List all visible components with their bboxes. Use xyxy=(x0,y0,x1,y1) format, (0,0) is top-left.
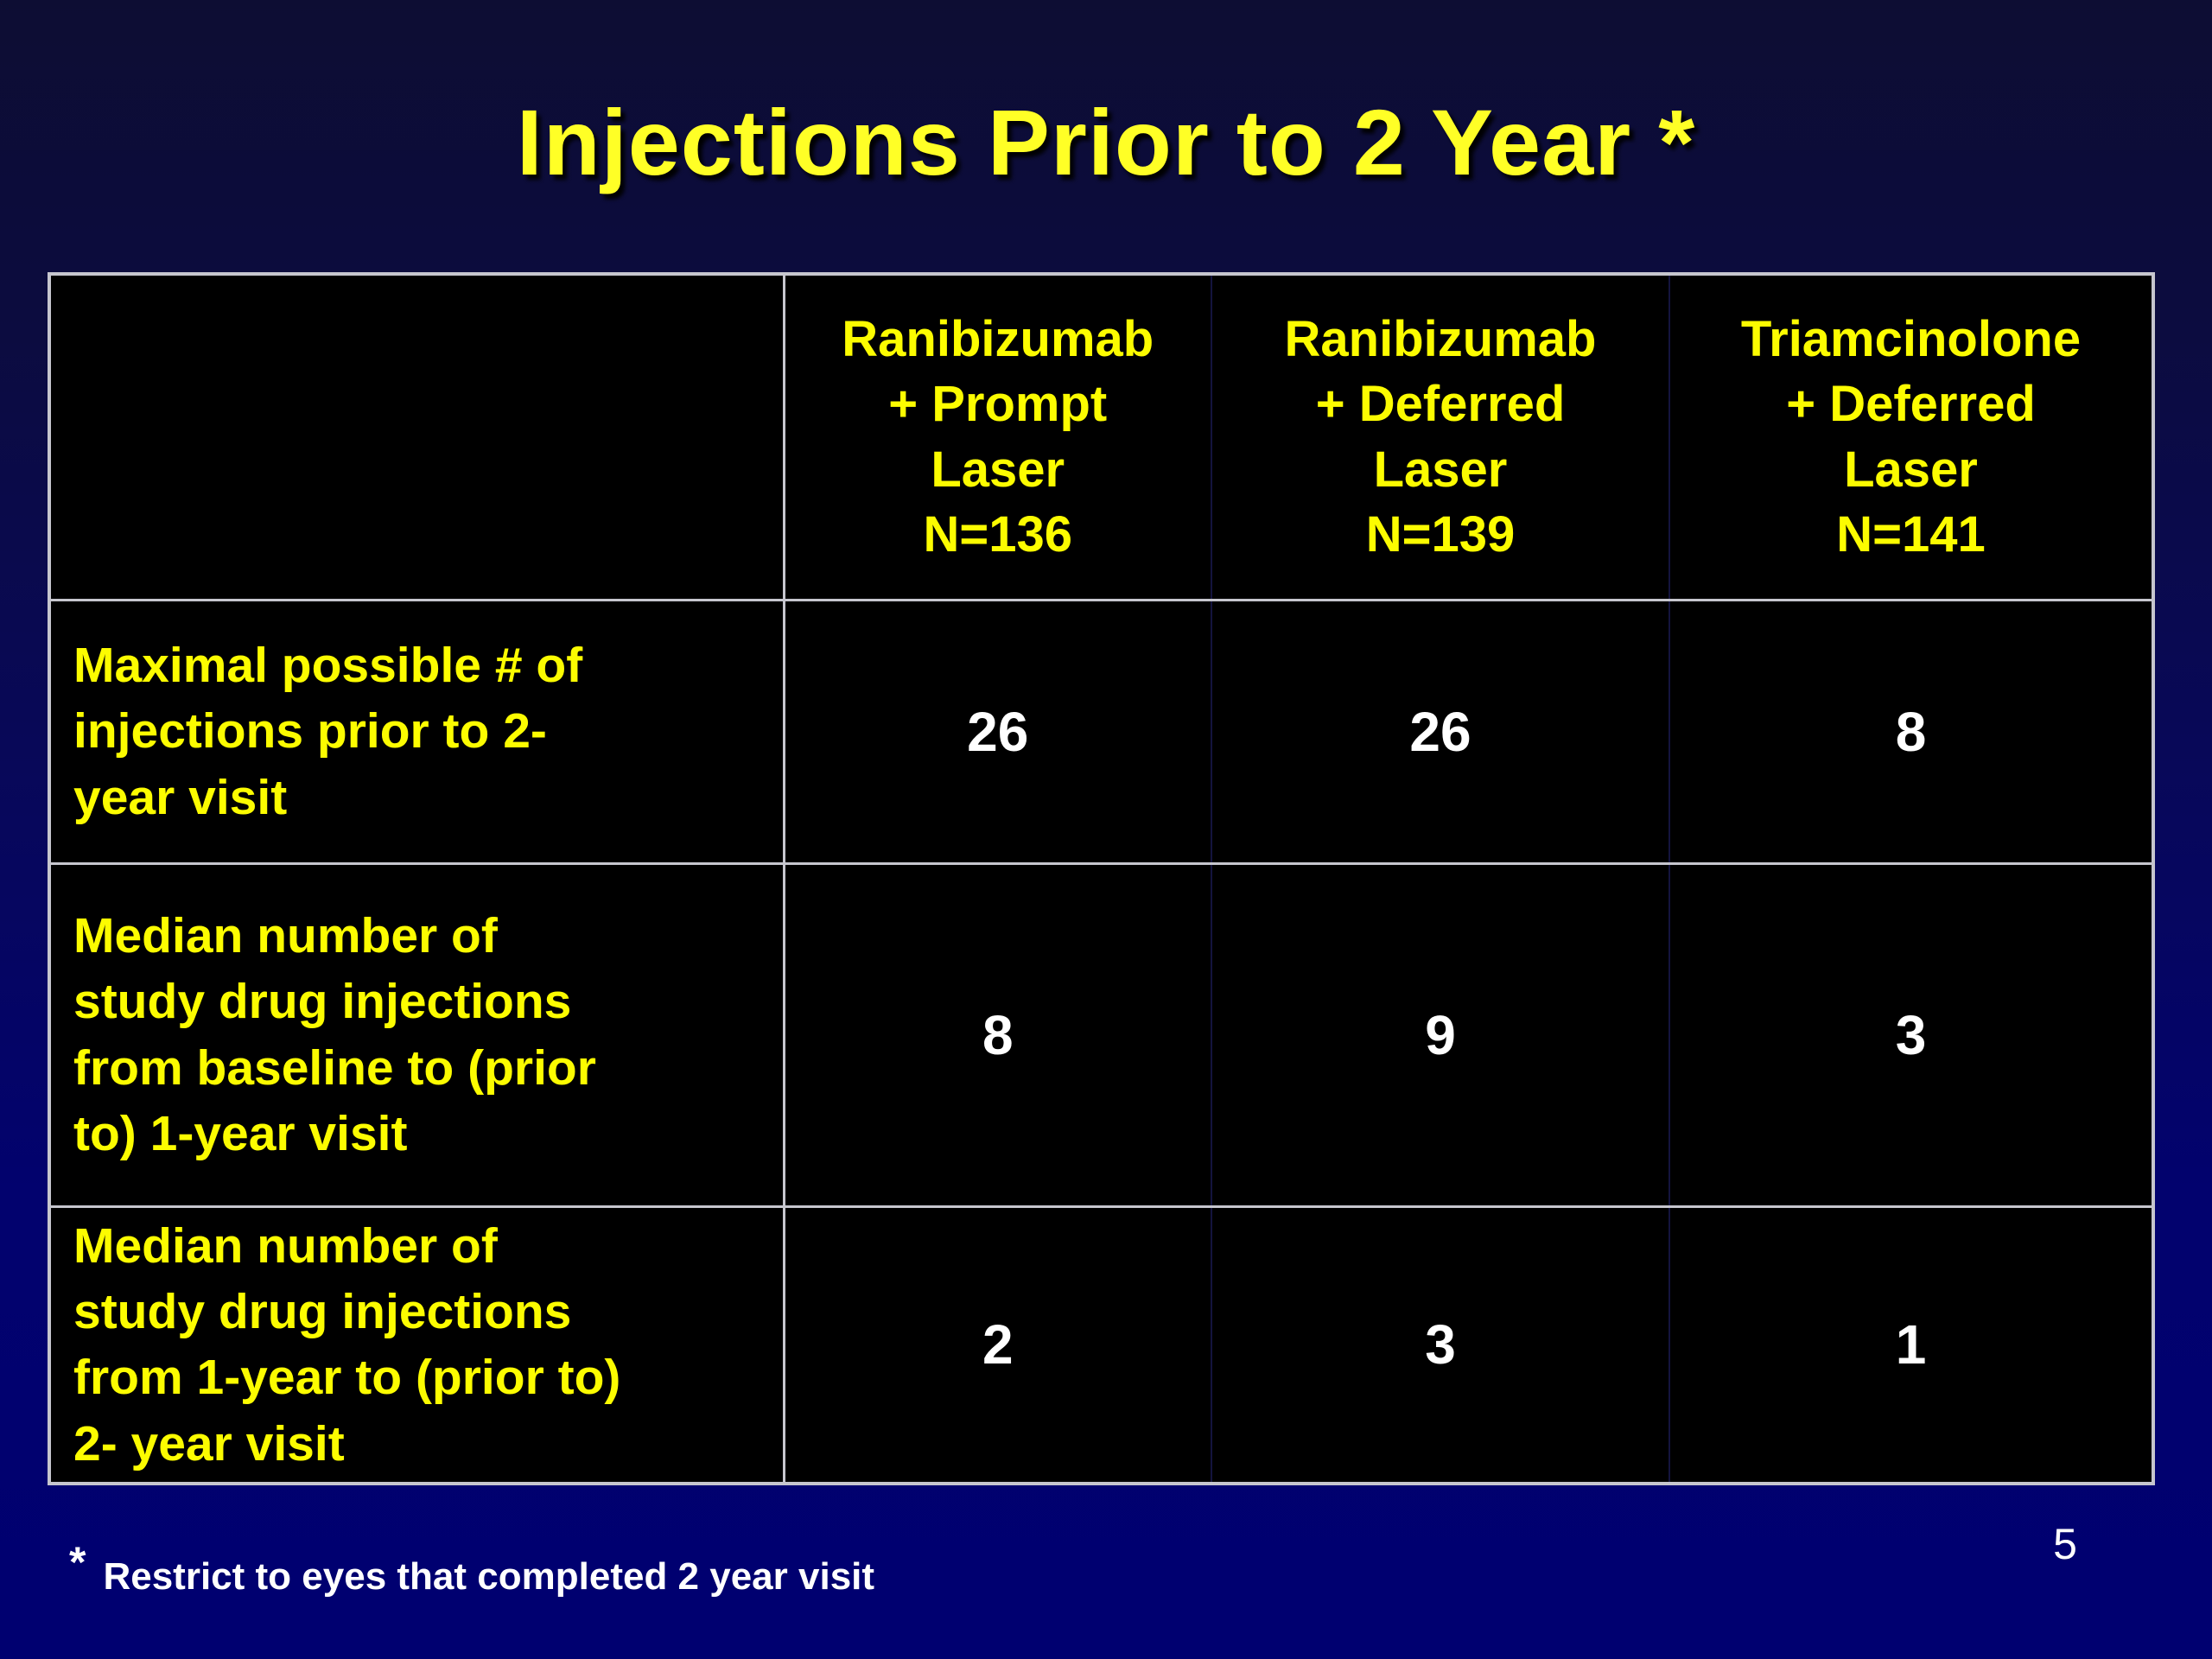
value-cell: 8 xyxy=(784,861,1212,1206)
column-header-ranibizumab-prompt-laser: Ranibizumab + Prompt Laser N=136 xyxy=(784,274,1212,600)
value-cell: 26 xyxy=(1211,598,1670,863)
value-cell: 9 xyxy=(1211,861,1670,1206)
row-label: Median number of study drug injections f… xyxy=(49,1205,785,1484)
value-cell: 8 xyxy=(1669,598,2153,863)
corner-cell xyxy=(49,274,785,600)
injections-table: Ranibizumab + Prompt Laser N=136 Ranibiz… xyxy=(48,272,2155,1485)
footnote: * Restrict to eyes that completed 2 year … xyxy=(69,1538,875,1599)
page-title: Injections Prior to 2 Year * xyxy=(516,90,1696,194)
column-header-ranibizumab-deferred-laser: Ranibizumab + Deferred Laser N=139 xyxy=(1211,274,1670,600)
value-cell: 26 xyxy=(784,598,1212,863)
value-cell: 2 xyxy=(784,1205,1212,1484)
column-header-triamcinolone-deferred-laser: Triamcinolone + Deferred Laser N=141 xyxy=(1669,274,2153,600)
table-header-row: Ranibizumab + Prompt Laser N=136 Ranibiz… xyxy=(49,274,2153,600)
page-number: 5 xyxy=(2053,1520,2077,1568)
row-label: Maximal possible # of injections prior t… xyxy=(49,598,785,863)
table-row-median-injections-baseline-to-1-year: Median number of study drug injections f… xyxy=(49,861,2153,1206)
footnote-asterisk: * xyxy=(69,1538,86,1586)
value-cell: 3 xyxy=(1211,1205,1670,1484)
row-label: Median number of study drug injections f… xyxy=(49,861,785,1206)
value-cell: 3 xyxy=(1669,861,2153,1206)
table-row-maximal-possible-injections: Maximal possible # of injections prior t… xyxy=(49,598,2153,863)
table-row-median-injections-1-year-to-2-year: Median number of study drug injections f… xyxy=(49,1205,2153,1484)
value-cell: 1 xyxy=(1669,1205,2153,1484)
footnote-text: Restrict to eyes that completed 2 year v… xyxy=(103,1555,875,1598)
